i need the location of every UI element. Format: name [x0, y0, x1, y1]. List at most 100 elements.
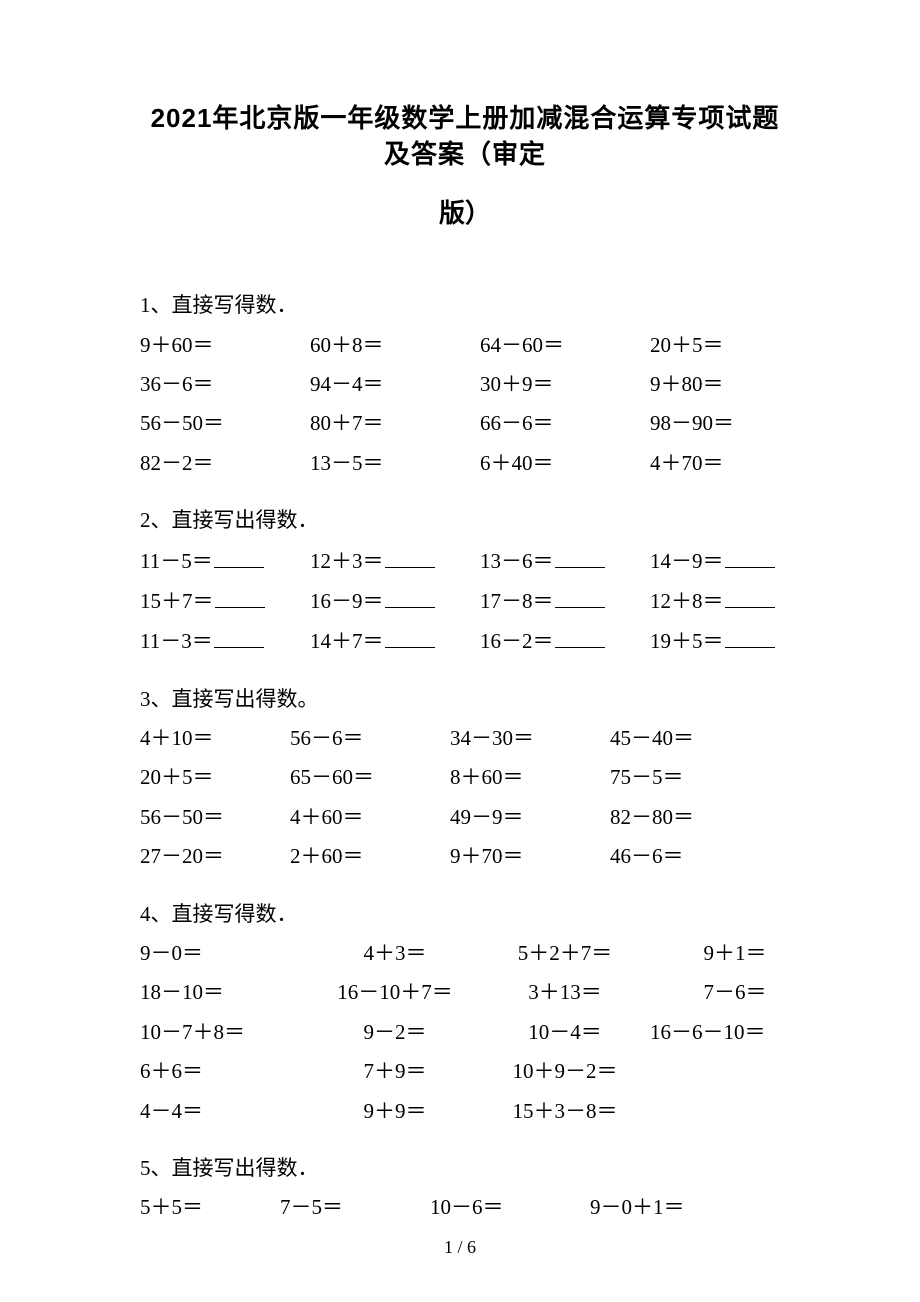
math-expr: 34－30＝	[450, 724, 610, 753]
math-expr: 7－6＝	[650, 978, 820, 1007]
math-expr: 56－6＝	[290, 724, 450, 753]
math-expr: 20＋5＝	[650, 331, 820, 360]
math-expr: 9＋60＝	[140, 331, 310, 360]
q2-row: 15＋7＝ 16－9＝ 17－8＝ 12＋8＝	[140, 586, 790, 616]
q3-row: 20＋5＝ 65－60＝ 8＋60＝ 75－5＝	[140, 763, 790, 792]
q1-row: 56－50＝ 80＋7＝ 66－6＝ 98－90＝	[140, 409, 790, 438]
math-expr: 2＋60＝	[290, 842, 450, 871]
math-expr: 20＋5＝	[140, 763, 290, 792]
math-expr-blank: 16－2＝	[480, 626, 650, 656]
q1-row: 82－2＝ 13－5＝ 6＋40＝ 4＋70＝	[140, 449, 790, 478]
q5-label: 5、直接写出得数．	[140, 1154, 790, 1183]
q3-row: 27－20＝ 2＋60＝ 9＋70＝ 46－6＝	[140, 842, 790, 871]
math-expr: 9－2＝	[310, 1018, 480, 1047]
math-expr: 94－4＝	[310, 370, 480, 399]
math-expr: 82－80＝	[610, 803, 770, 832]
math-expr: 36－6＝	[140, 370, 310, 399]
q3-row: 56－50＝ 4＋60＝ 49－9＝ 82－80＝	[140, 803, 790, 832]
math-expr: 9＋9＝	[310, 1097, 480, 1126]
answer-blank	[214, 626, 264, 648]
math-expr: 80＋7＝	[310, 409, 480, 438]
math-expr: 46－6＝	[610, 842, 770, 871]
math-expr: 5＋5＝	[140, 1193, 280, 1222]
math-expr	[650, 1057, 820, 1086]
q3-grid: 4＋10＝ 56－6＝ 34－30＝ 45－40＝ 20＋5＝ 65－60＝ 8…	[140, 724, 790, 872]
math-expr: 16－10＋7＝	[310, 978, 480, 1007]
q3-label: 3、直接写出得数。	[140, 685, 790, 714]
math-expr: 13－5＝	[310, 449, 480, 478]
math-expr: 98－90＝	[650, 409, 820, 438]
q1-label: 1、直接写得数．	[140, 291, 790, 320]
math-expr: 4＋3＝	[310, 939, 480, 968]
q4-grid: 9－0＝ 4＋3＝ 5＋2＋7＝ 9＋1＝ 18－10＝ 16－10＋7＝ 3＋…	[140, 939, 790, 1126]
math-expr: 82－2＝	[140, 449, 310, 478]
q4-label: 4、直接写得数．	[140, 900, 790, 929]
math-expr: 4＋70＝	[650, 449, 820, 478]
page-title-line2: 版）	[140, 195, 790, 231]
math-expr: 9－0＋1＝	[590, 1193, 750, 1222]
math-expr: 30＋9＝	[480, 370, 650, 399]
q2-row: 11－3＝ 14＋7＝ 16－2＝ 19＋5＝	[140, 626, 790, 656]
answer-blank	[385, 586, 435, 608]
q4-row: 6＋6＝ 7＋9＝ 10＋9－2＝	[140, 1057, 790, 1086]
q5-row: 5＋5＝ 7－5＝ 10－6＝ 9－0＋1＝	[140, 1193, 790, 1222]
q4-row: 18－10＝ 16－10＋7＝ 3＋13＝ 7－6＝	[140, 978, 790, 1007]
answer-blank	[555, 586, 605, 608]
worksheet-page: 2021年北京版一年级数学上册加减混合运算专项试题及答案（审定 版） 1、直接写…	[0, 0, 920, 1302]
math-expr: 6＋40＝	[480, 449, 650, 478]
q5-grid: 5＋5＝ 7－5＝ 10－6＝ 9－0＋1＝	[140, 1193, 790, 1222]
q1-row: 9＋60＝ 60＋8＝ 64－60＝ 20＋5＝	[140, 331, 790, 360]
math-expr: 75－5＝	[610, 763, 770, 792]
answer-blank	[725, 586, 775, 608]
q1-row: 36－6＝ 94－4＝ 30＋9＝ 9＋80＝	[140, 370, 790, 399]
math-expr-blank: 14－9＝	[650, 546, 820, 576]
math-expr: 4＋60＝	[290, 803, 450, 832]
answer-blank	[725, 546, 775, 568]
math-expr-blank: 12＋3＝	[310, 546, 480, 576]
math-expr: 10－4＝	[480, 1018, 650, 1047]
answer-blank	[385, 546, 435, 568]
math-expr: 4－4＝	[140, 1097, 310, 1126]
math-expr: 9＋80＝	[650, 370, 820, 399]
q1-grid: 9＋60＝ 60＋8＝ 64－60＝ 20＋5＝ 36－6＝ 94－4＝ 30＋…	[140, 331, 790, 479]
math-expr: 4＋10＝	[140, 724, 290, 753]
math-expr: 9＋1＝	[650, 939, 820, 968]
math-expr	[650, 1097, 820, 1126]
page-footer: 1 / 6	[0, 1235, 920, 1260]
math-expr: 27－20＝	[140, 842, 290, 871]
q2-label: 2、直接写出得数．	[140, 506, 790, 535]
math-expr: 7＋9＝	[310, 1057, 480, 1086]
math-expr-blank: 11－5＝	[140, 546, 310, 576]
math-expr: 49－9＝	[450, 803, 610, 832]
math-expr: 8＋60＝	[450, 763, 610, 792]
answer-blank	[385, 626, 435, 648]
math-expr-blank: 16－9＝	[310, 586, 480, 616]
answer-blank	[215, 586, 265, 608]
math-expr: 66－6＝	[480, 409, 650, 438]
q3-row: 4＋10＝ 56－6＝ 34－30＝ 45－40＝	[140, 724, 790, 753]
q2-row: 11－5＝ 12＋3＝ 13－6＝ 14－9＝	[140, 546, 790, 576]
math-expr: 18－10＝	[140, 978, 310, 1007]
math-expr: 15＋3－8＝	[480, 1097, 650, 1126]
math-expr: 9＋70＝	[450, 842, 610, 871]
answer-blank	[555, 546, 605, 568]
math-expr-blank: 14＋7＝	[310, 626, 480, 656]
math-expr: 16－6－10＝	[650, 1018, 820, 1047]
answer-blank	[214, 546, 264, 568]
math-expr: 5＋2＋7＝	[480, 939, 650, 968]
math-expr: 65－60＝	[290, 763, 450, 792]
q4-row: 9－0＝ 4＋3＝ 5＋2＋7＝ 9＋1＝	[140, 939, 790, 968]
math-expr-blank: 19＋5＝	[650, 626, 820, 656]
page-title-line1: 2021年北京版一年级数学上册加减混合运算专项试题及答案（审定	[140, 100, 790, 173]
math-expr: 45－40＝	[610, 724, 770, 753]
q4-row: 10－7＋8＝ 9－2＝ 10－4＝ 16－6－10＝	[140, 1018, 790, 1047]
q2-grid: 11－5＝ 12＋3＝ 13－6＝ 14－9＝ 15＋7＝ 16－9＝ 17－8…	[140, 546, 790, 657]
answer-blank	[725, 626, 775, 648]
math-expr-blank: 15＋7＝	[140, 586, 310, 616]
math-expr: 10＋9－2＝	[480, 1057, 650, 1086]
math-expr: 56－50＝	[140, 409, 310, 438]
math-expr: 10－6＝	[430, 1193, 590, 1222]
math-expr: 3＋13＝	[480, 978, 650, 1007]
math-expr-blank: 17－8＝	[480, 586, 650, 616]
math-expr: 10－7＋8＝	[140, 1018, 310, 1047]
